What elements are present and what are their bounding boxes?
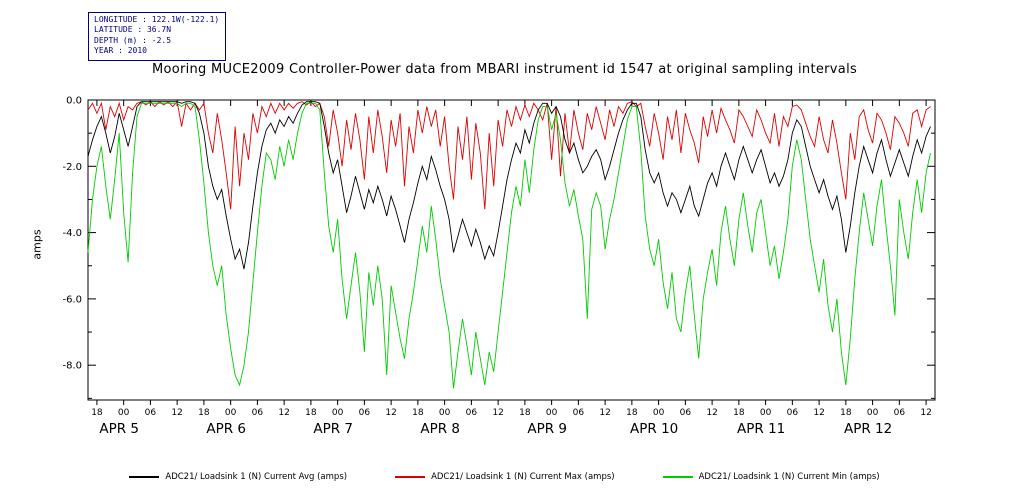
x-tick-label: 12: [599, 408, 610, 418]
y-tick-label: -4.0: [62, 228, 82, 239]
x-tick-label: 18: [626, 408, 638, 418]
legend-label-max: ADC21/ Loadsink 1 (N) Current Max (amps): [431, 472, 615, 482]
series-max-line: [87, 100, 931, 210]
x-tick-label: 12: [920, 408, 931, 418]
x-tick-label: 18: [519, 408, 531, 418]
chart-legend: ADC21/ Loadsink 1 (N) Current Avg (amps)…: [0, 472, 1009, 482]
x-tick-label: 18: [305, 408, 317, 418]
series-avg-line: [87, 101, 931, 270]
x-tick-label: 00: [118, 408, 130, 418]
x-tick-label: 06: [466, 408, 478, 418]
series-min-line: [87, 102, 931, 389]
legend-item-max: ADC21/ Loadsink 1 (N) Current Max (amps): [395, 472, 615, 482]
x-tick-label: 06: [894, 408, 906, 418]
x-tick-label: 12: [706, 408, 717, 418]
x-tick-label: 00: [653, 408, 665, 418]
x-tick-label: 00: [546, 408, 558, 418]
metadata-latitude: LATITUDE : 36.7N: [94, 25, 172, 35]
x-date-label: APR 7: [313, 421, 353, 437]
x-tick-label: 00: [760, 408, 772, 418]
metadata-longitude: LONGITUDE : 122.1W(-122.1): [94, 15, 220, 24]
x-date-label: APR 11: [737, 421, 785, 437]
x-tick-label: 18: [198, 408, 210, 418]
x-tick-label: 18: [412, 408, 424, 418]
metadata-depth: DEPTH (m) : -2.5: [94, 35, 172, 45]
legend-line-sample-avg: [129, 476, 160, 478]
x-tick-label: 18: [733, 408, 745, 418]
x-tick-label: 12: [278, 408, 289, 418]
x-tick-label: 06: [680, 408, 692, 418]
x-tick-label: 06: [252, 408, 264, 418]
x-tick-label: 00: [867, 408, 879, 418]
x-date-label: APR 5: [99, 421, 139, 437]
x-tick-label: 00: [225, 408, 237, 418]
plot-frame: [87, 99, 936, 401]
x-tick-label: 18: [91, 408, 103, 418]
metadata-year: YEAR : 2010: [94, 46, 147, 56]
plot-title: Mooring MUCE2009 Controller-Power data f…: [151, 62, 858, 77]
x-date-label: APR 8: [420, 421, 460, 437]
y-tick-label: -2.0: [62, 162, 82, 173]
y-tick-label: -6.0: [62, 294, 82, 305]
x-tick-label: 18: [840, 408, 852, 418]
x-date-label: APR 10: [630, 421, 678, 437]
legend-line-sample-min: [662, 476, 693, 478]
y-tick-label: -8.0: [62, 361, 82, 372]
y-tick-label: 0.0: [66, 96, 82, 107]
x-date-label: APR 6: [206, 421, 246, 437]
legend-item-min: ADC21/ Loadsink 1 (N) Current Min (amps): [662, 472, 880, 482]
legend-item-avg: ADC21/ Loadsink 1 (N) Current Avg (amps): [129, 472, 347, 482]
metadata-box: LONGITUDE : 122.1W(-122.1) LATITUDE : 36…: [88, 12, 227, 61]
legend-line-sample-max: [395, 476, 426, 478]
legend-label-avg: ADC21/ Loadsink 1 (N) Current Avg (amps): [165, 472, 348, 482]
x-tick-label: 12: [385, 408, 396, 418]
x-tick-label: 06: [145, 408, 157, 418]
x-tick-label: 12: [492, 408, 503, 418]
x-tick-label: 06: [359, 408, 371, 418]
x-date-label: APR 12: [844, 421, 892, 437]
y-axis-title: amps: [30, 229, 44, 260]
x-tick-label: 12: [171, 408, 182, 418]
x-tick-label: 06: [573, 408, 585, 418]
legend-label-min: ADC21/ Loadsink 1 (N) Current Min (amps): [698, 472, 880, 482]
x-tick-label: 06: [787, 408, 799, 418]
x-tick-label: 12: [813, 408, 824, 418]
x-tick-label: 00: [332, 408, 344, 418]
x-tick-label: 00: [439, 408, 451, 418]
x-date-label: APR 9: [527, 421, 567, 437]
